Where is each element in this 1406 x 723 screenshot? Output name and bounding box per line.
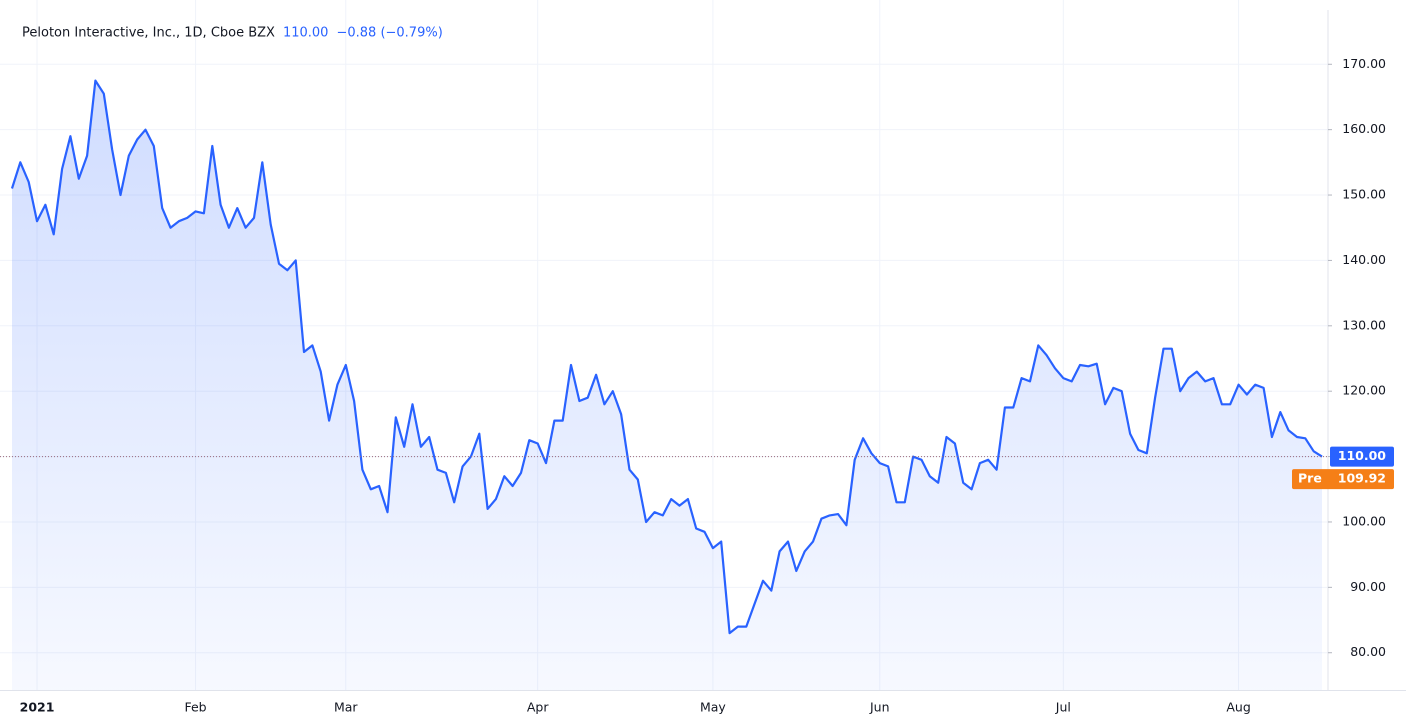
x-tick-label: Apr (527, 700, 549, 715)
pre-market-tag: Pre (1298, 471, 1322, 486)
x-tick-label: Feb (184, 700, 206, 715)
price-change: −0.88 (−0.79%) (336, 26, 442, 41)
y-tick-label: 80.00 (1350, 644, 1386, 659)
x-tick-label: 2021 (20, 700, 55, 715)
y-tick-label: 130.00 (1342, 317, 1386, 332)
x-tick-label: May (700, 700, 726, 715)
area (12, 80, 1322, 691)
last-price-box (1330, 446, 1394, 467)
y-tick-label: 90.00 (1350, 579, 1386, 594)
chart-title: Peloton Interactive, Inc., 1D, Cboe BZX (22, 26, 275, 41)
pre-market-box (1292, 469, 1394, 490)
x-tick-label: Jun (869, 700, 890, 715)
last-price-label: 110.00 (1338, 448, 1387, 463)
x-tick-label: Mar (334, 700, 358, 715)
y-tick-label: 120.00 (1342, 383, 1386, 398)
y-tick-label: 170.00 (1342, 56, 1386, 71)
price-line (10, 79, 1323, 635)
y-tick-label: 160.00 (1342, 121, 1386, 136)
x-tick-label: Aug (1226, 700, 1250, 715)
y-tick-label: 100.00 (1342, 513, 1386, 528)
pre-market-value: 109.92 (1338, 471, 1386, 486)
last-price: 110.00 (283, 26, 329, 41)
y-tick-label: 150.00 (1342, 187, 1386, 202)
y-tick-label: 140.00 (1342, 252, 1386, 267)
x-tick-label: Jul (1055, 700, 1071, 715)
